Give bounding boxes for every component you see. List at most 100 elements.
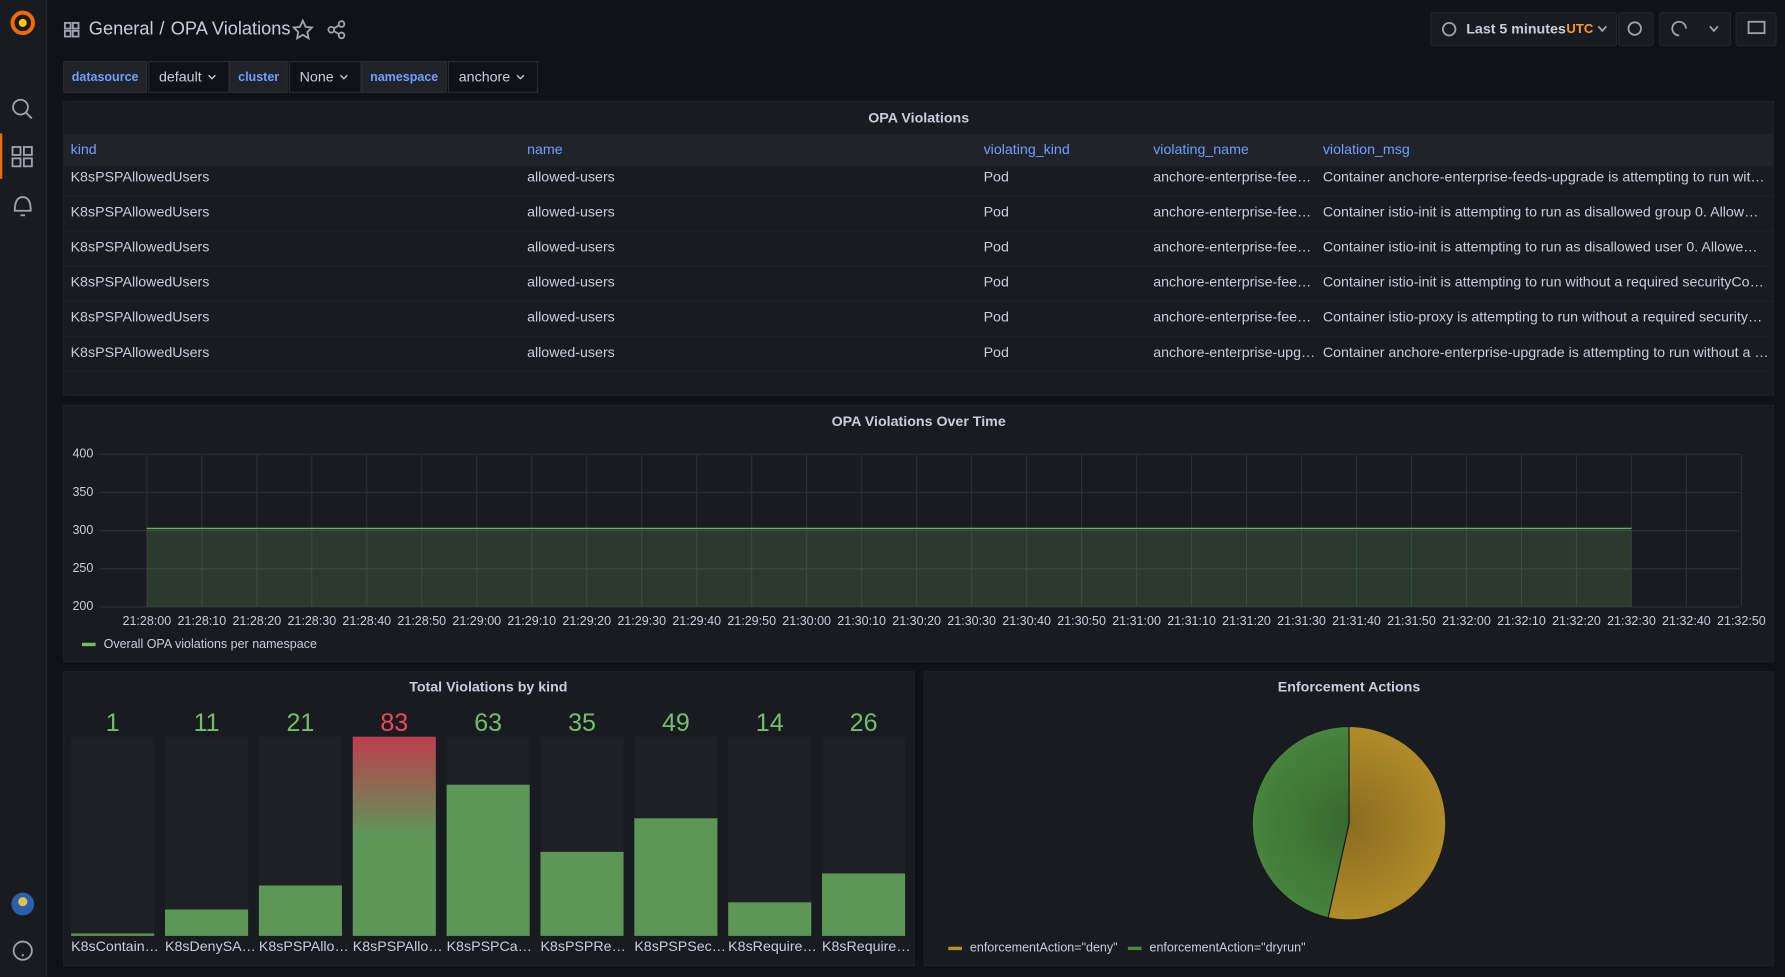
table-cell: K8sPSPAllowedUsers xyxy=(71,169,210,185)
x-tick-label: 21:31:30 xyxy=(1277,614,1326,628)
x-tick-label: 21:31:10 xyxy=(1167,614,1216,628)
table-cell: allowed-users xyxy=(527,275,615,291)
x-tick-label: 21:29:40 xyxy=(672,614,721,628)
dashboard-title: OPA Violations xyxy=(171,19,291,39)
column-header[interactable]: violating_kind xyxy=(984,142,1070,158)
variable-label: datasource xyxy=(72,70,139,84)
table-cell: K8sPSPAllowedUsers xyxy=(71,345,210,361)
y-tick-label: 350 xyxy=(72,485,93,499)
bar xyxy=(447,785,530,936)
bar xyxy=(71,933,154,935)
x-tick-label: 21:30:20 xyxy=(892,614,941,628)
timezone: UTC xyxy=(1566,21,1593,36)
zoom-out-button[interactable] xyxy=(1619,13,1653,46)
variable-select[interactable]: anchore xyxy=(459,69,510,85)
column-header[interactable]: violating_name xyxy=(1153,142,1249,158)
category-label: K8sRequire… xyxy=(728,939,817,955)
y-tick-label: 250 xyxy=(72,561,93,575)
table-cell: Container istio-init is attempting to ru… xyxy=(1323,275,1764,291)
value-label: 21 xyxy=(287,709,315,737)
table-cell: allowed-users xyxy=(527,240,615,256)
x-tick-label: 21:28:40 xyxy=(342,614,391,628)
category-label: K8sPSPSec… xyxy=(634,939,726,955)
bar xyxy=(353,737,436,936)
value-label: 26 xyxy=(850,709,878,737)
series-area xyxy=(147,528,1632,607)
x-tick-label: 21:30:40 xyxy=(1002,614,1051,628)
variable-select[interactable]: None xyxy=(300,69,334,85)
table-cell: K8sPSPAllowedUsers xyxy=(71,240,210,256)
panel-title: OPA Violations xyxy=(868,110,969,126)
x-tick-label: 21:31:50 xyxy=(1387,614,1436,628)
refresh-button[interactable] xyxy=(1660,13,1731,46)
table-cell: anchore-enterprise-upg… xyxy=(1153,345,1315,361)
x-tick-label: 21:28:20 xyxy=(232,614,281,628)
legend-label[interactable]: enforcementAction="dryrun" xyxy=(1149,941,1305,955)
legend-label[interactable]: Overall OPA violations per namespace xyxy=(104,637,317,651)
bar xyxy=(165,909,248,935)
active-indicator xyxy=(0,133,2,179)
value-label: 49 xyxy=(662,709,690,737)
x-tick-label: 21:32:10 xyxy=(1497,614,1546,628)
x-tick-label: 21:28:30 xyxy=(287,614,336,628)
x-tick-label: 21:29:30 xyxy=(617,614,666,628)
table-cell: K8sPSPAllowedUsers xyxy=(71,205,210,221)
column-header[interactable]: kind xyxy=(71,142,97,158)
table-cell: anchore-enterprise-fee… xyxy=(1153,240,1311,256)
x-tick-label: 21:28:10 xyxy=(177,614,226,628)
value-label: 83 xyxy=(380,709,408,737)
value-label: 11 xyxy=(194,709,220,737)
folder-link[interactable]: General xyxy=(89,19,154,39)
bar-track xyxy=(165,737,248,936)
x-tick-label: 21:30:50 xyxy=(1057,614,1106,628)
table-cell: Pod xyxy=(984,169,1009,185)
bar xyxy=(540,852,623,936)
kiosk-button[interactable] xyxy=(1736,13,1776,46)
table-cell: Pod xyxy=(984,275,1009,291)
table-cell: allowed-users xyxy=(527,205,615,221)
table-cell: Container istio-init is attempting to ru… xyxy=(1323,240,1758,256)
table-cell: Container anchore-enterprise-upgrade is … xyxy=(1323,345,1769,361)
category-label: K8sPSPCa… xyxy=(447,939,532,955)
category-label: K8sContain… xyxy=(71,939,159,955)
x-tick-label: 21:30:30 xyxy=(947,614,996,628)
x-tick-label: 21:29:20 xyxy=(562,614,611,628)
variable-select[interactable]: default xyxy=(159,69,202,85)
legend-label[interactable]: enforcementAction="deny" xyxy=(970,941,1118,955)
table-cell: allowed-users xyxy=(527,345,615,361)
x-tick-label: 21:32:50 xyxy=(1717,614,1766,628)
panel-title: OPA Violations Over Time xyxy=(832,414,1006,430)
x-tick-label: 21:29:00 xyxy=(452,614,501,628)
table-cell: Pod xyxy=(984,345,1009,361)
table-cell: anchore-enterprise-fee… xyxy=(1153,205,1311,221)
x-tick-label: 21:29:50 xyxy=(727,614,776,628)
table-cell: K8sPSPAllowedUsers xyxy=(71,275,210,291)
x-tick-label: 21:31:20 xyxy=(1222,614,1271,628)
bar-track xyxy=(71,737,154,936)
column-header[interactable]: name xyxy=(527,142,563,158)
x-tick-label: 21:28:50 xyxy=(397,614,446,628)
time-range[interactable]: Last 5 minutes xyxy=(1466,21,1566,37)
value-label: 35 xyxy=(568,709,596,737)
x-tick-label: 21:30:00 xyxy=(782,614,831,628)
table-cell: Pod xyxy=(984,310,1009,326)
column-header[interactable]: violation_msg xyxy=(1323,142,1410,158)
category-label: K8sPSPAllo… xyxy=(353,939,443,955)
x-tick-label: 21:31:40 xyxy=(1332,614,1381,628)
table-cell: K8sPSPAllowedUsers xyxy=(71,310,210,326)
value-label: 1 xyxy=(106,709,120,737)
x-tick-label: 21:28:00 xyxy=(122,614,171,628)
category-label: K8sRequire… xyxy=(822,939,911,955)
variable-label: cluster xyxy=(238,70,279,84)
panel-title: Enforcement Actions xyxy=(1278,679,1421,695)
y-tick-label: 400 xyxy=(72,447,93,461)
table-cell: Container anchore-enterprise-feeds-upgra… xyxy=(1323,169,1765,185)
user-avatar[interactable] xyxy=(11,893,34,916)
value-label: 14 xyxy=(756,709,784,737)
table-cell: Pod xyxy=(984,240,1009,256)
bar xyxy=(822,873,905,935)
variable-label: namespace xyxy=(370,70,438,84)
y-tick-label: 200 xyxy=(72,599,93,613)
bar xyxy=(259,885,342,935)
